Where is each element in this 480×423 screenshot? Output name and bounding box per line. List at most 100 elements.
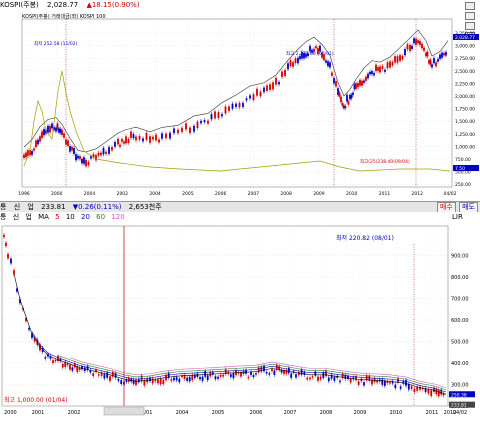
price-candle bbox=[335, 81, 337, 87]
price-candle bbox=[203, 120, 206, 123]
price-candle bbox=[275, 77, 277, 85]
x-tick-label: 04/02 bbox=[453, 410, 467, 416]
ma-20: 20 bbox=[80, 213, 90, 221]
plot-frame bbox=[1, 225, 449, 407]
price-candle bbox=[343, 105, 345, 109]
price-candle bbox=[311, 376, 314, 378]
price-candle bbox=[224, 106, 227, 114]
price-candle bbox=[313, 48, 315, 52]
price-candle bbox=[231, 103, 234, 109]
price-candle bbox=[292, 62, 294, 67]
price-candle bbox=[151, 378, 154, 384]
price-candle bbox=[35, 140, 37, 148]
x-tick-label: 2008 bbox=[280, 191, 292, 197]
price-candle bbox=[317, 48, 319, 54]
price-candle bbox=[39, 344, 41, 351]
price-candle bbox=[352, 92, 354, 95]
price-candle bbox=[140, 375, 143, 382]
price-candle bbox=[379, 66, 381, 73]
price-candle bbox=[222, 374, 225, 377]
price-candle bbox=[327, 377, 330, 382]
price-candle bbox=[167, 372, 170, 378]
price-candle bbox=[249, 95, 251, 99]
price-candle bbox=[349, 378, 352, 383]
price-candle bbox=[92, 373, 95, 377]
price-candle bbox=[330, 374, 333, 379]
price-candle bbox=[381, 66, 384, 70]
price-candle bbox=[25, 317, 27, 322]
price-candle bbox=[292, 371, 295, 373]
price-candle bbox=[371, 379, 373, 385]
price-candle bbox=[27, 150, 29, 156]
price-badge-label: 2,028.77 bbox=[455, 35, 475, 41]
price-candle bbox=[44, 357, 47, 359]
price-candle bbox=[359, 79, 361, 86]
price-candle bbox=[301, 52, 303, 59]
price-candle bbox=[196, 373, 199, 377]
price-candle bbox=[137, 379, 140, 383]
price-candle bbox=[433, 387, 435, 392]
price-candle bbox=[103, 374, 106, 379]
x-tick-label: 2004 bbox=[149, 191, 161, 197]
y-tick-label: 250.00 bbox=[455, 182, 471, 188]
price-candle bbox=[278, 81, 280, 85]
price-candle bbox=[154, 380, 157, 382]
price-candle bbox=[280, 369, 283, 373]
price-candle bbox=[175, 377, 178, 381]
x-tick-label: 2010 bbox=[346, 191, 358, 197]
price-candle bbox=[399, 55, 401, 61]
price-candle bbox=[425, 52, 427, 57]
price-candle bbox=[196, 121, 199, 129]
price-candle bbox=[59, 128, 62, 133]
price-candle bbox=[389, 61, 391, 68]
price-candle bbox=[344, 374, 347, 379]
price-candle bbox=[278, 366, 281, 371]
price-candle bbox=[86, 366, 89, 370]
price-candle bbox=[106, 372, 109, 378]
price-candle bbox=[383, 380, 386, 386]
price-candle bbox=[237, 372, 240, 374]
price-candle bbox=[181, 375, 183, 378]
price-candle bbox=[95, 155, 97, 161]
price-candle bbox=[13, 270, 15, 275]
volume-line bbox=[23, 70, 451, 172]
price-candle bbox=[323, 54, 325, 61]
y-tick-label: 500.00 bbox=[451, 340, 469, 346]
cursor-date-badge bbox=[103, 406, 145, 416]
price-candle bbox=[186, 377, 189, 381]
ma-line bbox=[13, 273, 447, 395]
price-candle bbox=[427, 389, 430, 394]
y-tick-label: 750.00 bbox=[455, 157, 471, 163]
price-candle bbox=[31, 333, 33, 338]
price-candle bbox=[206, 375, 209, 381]
price-candle bbox=[391, 61, 394, 66]
toolbar-icon[interactable] bbox=[465, 22, 475, 30]
bottom-chart: 900.00 800.00 700.00 600.00 500.00 400.00 300.… bbox=[1, 225, 475, 416]
price-candle bbox=[58, 128, 60, 133]
price-candle bbox=[433, 58, 435, 64]
last-badge bbox=[449, 401, 475, 408]
price-candle bbox=[159, 378, 162, 385]
price-candle bbox=[111, 372, 114, 377]
price-candle bbox=[363, 382, 365, 386]
price-candle bbox=[193, 374, 196, 378]
price-candle bbox=[240, 372, 242, 377]
toolbar-icon[interactable] bbox=[465, 2, 475, 10]
price-candle bbox=[363, 80, 365, 83]
price-candle bbox=[349, 94, 351, 100]
price-candle bbox=[260, 366, 263, 372]
price-candle bbox=[193, 125, 195, 132]
price-candle bbox=[309, 45, 311, 52]
price-candle bbox=[381, 379, 384, 385]
annotation-high: 최고 2,231.00 (05/01) bbox=[286, 50, 334, 57]
price-candle bbox=[357, 83, 359, 88]
price-candle bbox=[341, 102, 344, 106]
price-candle bbox=[232, 373, 235, 379]
price-candle bbox=[344, 105, 347, 109]
price-candle bbox=[407, 384, 410, 390]
price-candle bbox=[391, 381, 394, 384]
price-candle bbox=[214, 111, 216, 119]
toolbar-icon[interactable] bbox=[465, 12, 475, 20]
price-candle bbox=[294, 58, 297, 64]
y-tick-label: 500.00 bbox=[455, 170, 471, 176]
